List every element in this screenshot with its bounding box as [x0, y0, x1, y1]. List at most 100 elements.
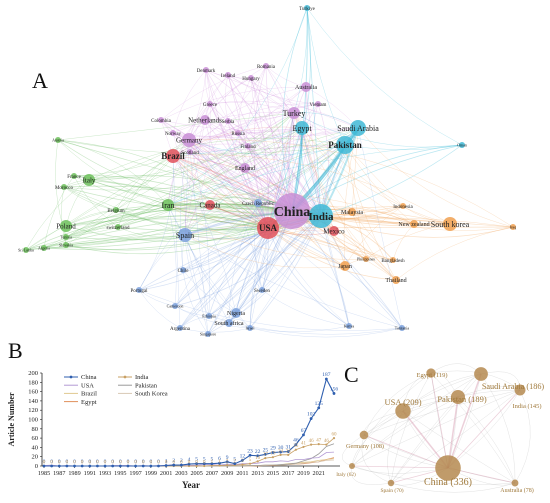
- network-a-edge: [65, 227, 269, 255]
- data-label-india: 47: [316, 439, 322, 444]
- network-panel-a: Turkiye Romania Denmark Ireland Hungary Austr…: [18, 5, 516, 338]
- node-label-portugal: Portugal: [131, 289, 149, 294]
- data-label-india: 1: [211, 460, 214, 465]
- network-a-edge: [179, 327, 251, 333]
- network-a-edge: [188, 139, 263, 291]
- network-c-edge: [402, 410, 516, 484]
- data-label-china: 5: [203, 457, 206, 463]
- network-a-edge: [293, 7, 308, 114]
- point-china: [317, 406, 321, 410]
- network-c-edge: [351, 410, 404, 467]
- data-label-india: 35: [293, 444, 299, 449]
- node-hungary: [248, 75, 254, 81]
- network-a-edge: [188, 139, 353, 213]
- network-a-edge: [65, 144, 346, 227]
- y-tick-label: 60: [32, 435, 39, 442]
- network-a-edge: [138, 289, 181, 329]
- network-a-edge: [306, 7, 463, 146]
- data-label-india: 0: [195, 461, 198, 466]
- network-c-edge: [390, 389, 521, 484]
- network-a-edge: [244, 127, 359, 169]
- network-a-edge: [88, 138, 346, 181]
- data-label-china: 2: [172, 458, 175, 464]
- legend-marker-china: [69, 375, 73, 379]
- network-a-edge: [305, 86, 322, 217]
- data-label-china: 0: [73, 459, 76, 465]
- data-label-china: 4: [188, 457, 191, 463]
- data-label-china: 9: [226, 455, 229, 461]
- node-sri-lanka: [23, 247, 29, 253]
- network-a-edge: [167, 204, 177, 307]
- data-label-china: 0: [127, 459, 130, 465]
- point-china: [286, 450, 290, 453]
- network-a-edge: [167, 204, 230, 324]
- data-label-india: 0: [142, 461, 145, 466]
- node-c-label-usa: USA (209): [384, 397, 421, 407]
- network-a-edge: [184, 167, 246, 236]
- network-a-edge: [88, 112, 295, 181]
- point-india: [195, 464, 198, 468]
- network-a-edge: [267, 112, 295, 229]
- node-morocco: [61, 184, 67, 190]
- network-a-edge: [225, 74, 229, 122]
- node-label-iran: Iran: [162, 201, 175, 210]
- point-india: [256, 460, 259, 463]
- node-c-label-india: India (145): [512, 403, 541, 410]
- node-label-pakistan: Pakistan: [328, 140, 362, 150]
- network-a-edge: [265, 65, 322, 217]
- node-c-italy: [348, 462, 356, 470]
- data-label-india: 0: [81, 461, 84, 466]
- node-norway: [170, 130, 176, 136]
- network-a-edge: [167, 112, 295, 206]
- point-china: [42, 464, 46, 468]
- network-a-edge: [167, 7, 308, 206]
- point-china: [324, 377, 328, 381]
- node-label-netherlands: Netherlands: [188, 116, 222, 124]
- node-label-switzerland: switzerland: [106, 226, 130, 231]
- data-label-india: 0: [203, 461, 206, 466]
- network-a-edge: [266, 112, 295, 229]
- network-a-edge: [188, 86, 307, 141]
- network-c-edge: [351, 396, 459, 467]
- network-a-edge: [184, 217, 514, 236]
- node-label-serbia: Serbia: [222, 120, 236, 125]
- network-a-edge: [254, 202, 263, 291]
- panel-letter-b: B: [8, 338, 23, 363]
- data-label-china: 12: [240, 453, 246, 459]
- data-label-china: 125: [315, 401, 324, 407]
- data-label-india: 17: [263, 453, 269, 458]
- node-serbia: [225, 118, 231, 124]
- point-india: [218, 464, 221, 467]
- node-czech-republic: [254, 199, 262, 207]
- node-c-usa: [395, 403, 411, 419]
- node-spain: [178, 228, 192, 242]
- network-a-edge: [73, 175, 119, 228]
- node-turkiye: [304, 5, 310, 11]
- network-a-edge: [184, 234, 209, 335]
- x-tick-label: 2007: [206, 470, 218, 477]
- node-label-kenya: Kenya: [344, 323, 355, 328]
- point-china: [248, 453, 252, 457]
- network-a-edge: [184, 234, 403, 329]
- network-a-edge: [395, 226, 514, 281]
- node-label-morocco: Morocco: [55, 186, 74, 191]
- network-a-edge: [344, 205, 404, 267]
- node-russia: [235, 130, 241, 136]
- network-a-edge: [73, 175, 269, 229]
- point-china: [271, 451, 275, 454]
- data-label-china: 0: [104, 459, 107, 465]
- data-label-india: 0: [134, 461, 137, 466]
- point-india: [332, 437, 336, 440]
- network-panel-c: China (336) USA (209) Pakistan (189) Saudi …: [336, 363, 544, 494]
- node-india: [309, 204, 333, 228]
- node-label-thailand: Thailand: [385, 278, 406, 284]
- node-brazil: [166, 149, 180, 163]
- panel-letter-a: A: [32, 68, 48, 93]
- network-a-edge: [253, 65, 269, 229]
- node-china: [274, 193, 310, 229]
- network-a-edge: [344, 144, 415, 225]
- network-a-labels: Turkiye Romania Denmark Ireland Hungary Austr…: [18, 7, 516, 337]
- network-a-edge: [344, 144, 397, 281]
- network-a-edge: [188, 139, 514, 228]
